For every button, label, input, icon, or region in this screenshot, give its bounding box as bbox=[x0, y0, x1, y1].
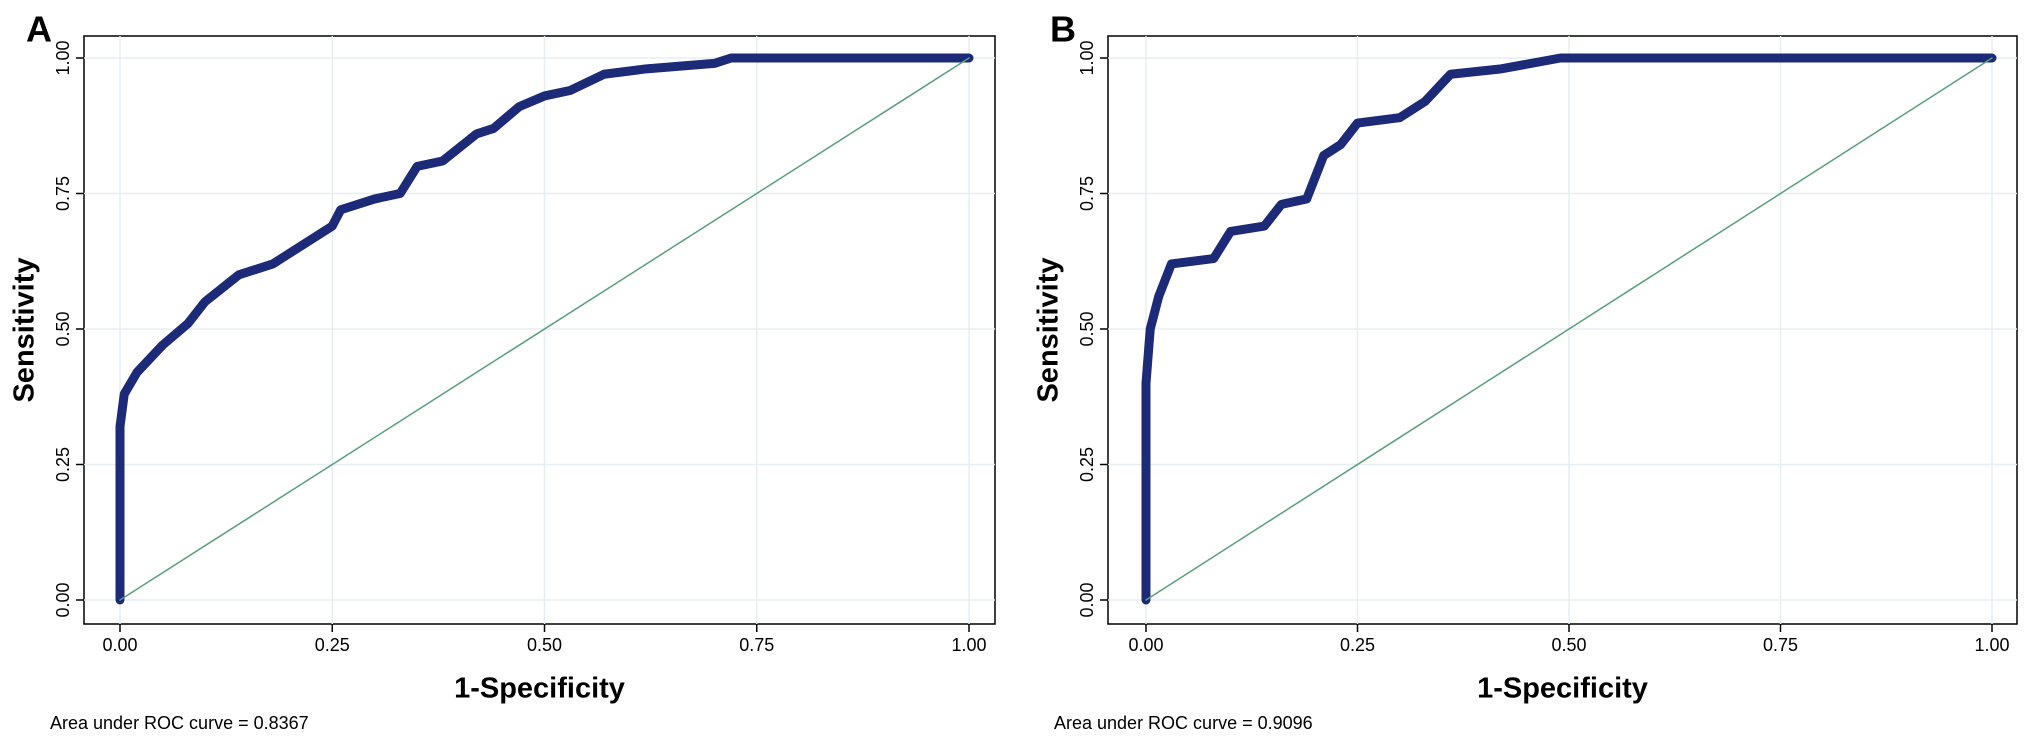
x-tick-label: 0.00 bbox=[1128, 635, 1163, 655]
x-axis-title: 1-Specificity bbox=[454, 673, 625, 705]
y-tick-label: 0.75 bbox=[1077, 176, 1097, 211]
reference-line bbox=[119, 57, 970, 601]
y-tick-label: 0.00 bbox=[53, 582, 73, 617]
x-tick-label: 0.25 bbox=[1340, 635, 1375, 655]
y-axis-title: Sensitivity bbox=[1033, 257, 1065, 402]
x-tick-label: 1.00 bbox=[951, 635, 986, 655]
x-tick-label: 0.50 bbox=[1551, 635, 1586, 655]
y-axis-title: Sensitivity bbox=[9, 257, 41, 402]
x-tick-label: 0.00 bbox=[102, 635, 137, 655]
y-tick-label: 0.00 bbox=[1077, 582, 1097, 617]
plot-frame bbox=[83, 35, 996, 625]
annotation: Area under ROC curve = 0.8367 bbox=[50, 713, 309, 733]
y-tick-label: 0.50 bbox=[1077, 311, 1097, 346]
panel-label: B bbox=[1050, 9, 1076, 50]
x-tick-label: 0.75 bbox=[1763, 635, 1798, 655]
y-tick-label: 1.00 bbox=[53, 40, 73, 75]
annotation: Area under ROC curve = 0.9096 bbox=[1054, 713, 1313, 733]
panel-label: A bbox=[26, 9, 52, 50]
x-tick-label: 1.00 bbox=[1974, 635, 2009, 655]
reference-line bbox=[1145, 57, 1993, 601]
x-tick-label: 0.50 bbox=[527, 635, 562, 655]
roc-curve bbox=[1141, 53, 1997, 605]
x-axis-title: 1-Specificity bbox=[1477, 673, 1648, 705]
x-tick-label: 0.25 bbox=[315, 635, 350, 655]
y-tick-label: 1.00 bbox=[1077, 40, 1097, 75]
y-tick-label: 0.25 bbox=[1077, 447, 1097, 482]
roc-curve bbox=[115, 53, 974, 605]
y-tick-label: 0.75 bbox=[53, 176, 73, 211]
y-tick-label: 0.25 bbox=[53, 447, 73, 482]
plot-frame bbox=[1107, 35, 2018, 625]
x-tick-label: 0.75 bbox=[739, 635, 774, 655]
y-tick-label: 0.50 bbox=[53, 311, 73, 346]
